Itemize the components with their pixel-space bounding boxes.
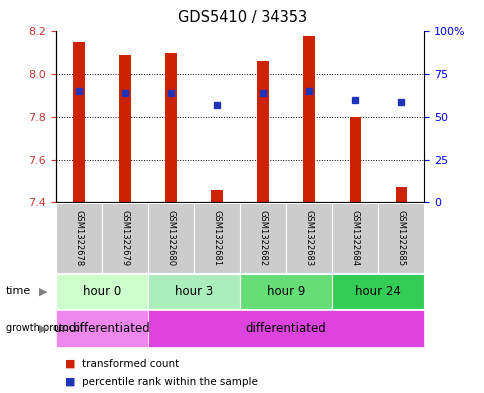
Bar — [303, 36, 314, 202]
Text: hour 9: hour 9 — [266, 285, 305, 298]
Text: ▶: ▶ — [39, 286, 48, 296]
Text: hour 3: hour 3 — [175, 285, 212, 298]
Text: GSM1322685: GSM1322685 — [396, 210, 405, 266]
Text: GSM1322678: GSM1322678 — [74, 210, 83, 266]
Text: hour 24: hour 24 — [355, 285, 400, 298]
Text: undifferentiated: undifferentiated — [54, 322, 150, 335]
Bar — [119, 55, 130, 202]
Text: GDS5410 / 34353: GDS5410 / 34353 — [178, 10, 306, 25]
Text: growth protocol: growth protocol — [6, 323, 82, 333]
Text: GSM1322682: GSM1322682 — [258, 210, 267, 266]
Bar — [349, 117, 360, 202]
Text: time: time — [6, 286, 31, 296]
Bar — [73, 42, 84, 202]
Text: hour 0: hour 0 — [83, 285, 121, 298]
Text: differentiated: differentiated — [245, 322, 326, 335]
Text: ▶: ▶ — [39, 323, 48, 333]
Text: transformed count: transformed count — [82, 358, 180, 369]
Bar — [211, 189, 222, 202]
Text: GSM1322681: GSM1322681 — [212, 210, 221, 266]
Text: percentile rank within the sample: percentile rank within the sample — [82, 377, 258, 387]
Text: ■: ■ — [65, 358, 76, 369]
Text: GSM1322684: GSM1322684 — [350, 210, 359, 266]
Bar — [395, 187, 406, 202]
Text: GSM1322683: GSM1322683 — [304, 210, 313, 266]
Text: ■: ■ — [65, 377, 76, 387]
Bar — [165, 53, 176, 202]
Text: GSM1322680: GSM1322680 — [166, 210, 175, 266]
Text: GSM1322679: GSM1322679 — [120, 210, 129, 266]
Bar — [257, 61, 268, 202]
